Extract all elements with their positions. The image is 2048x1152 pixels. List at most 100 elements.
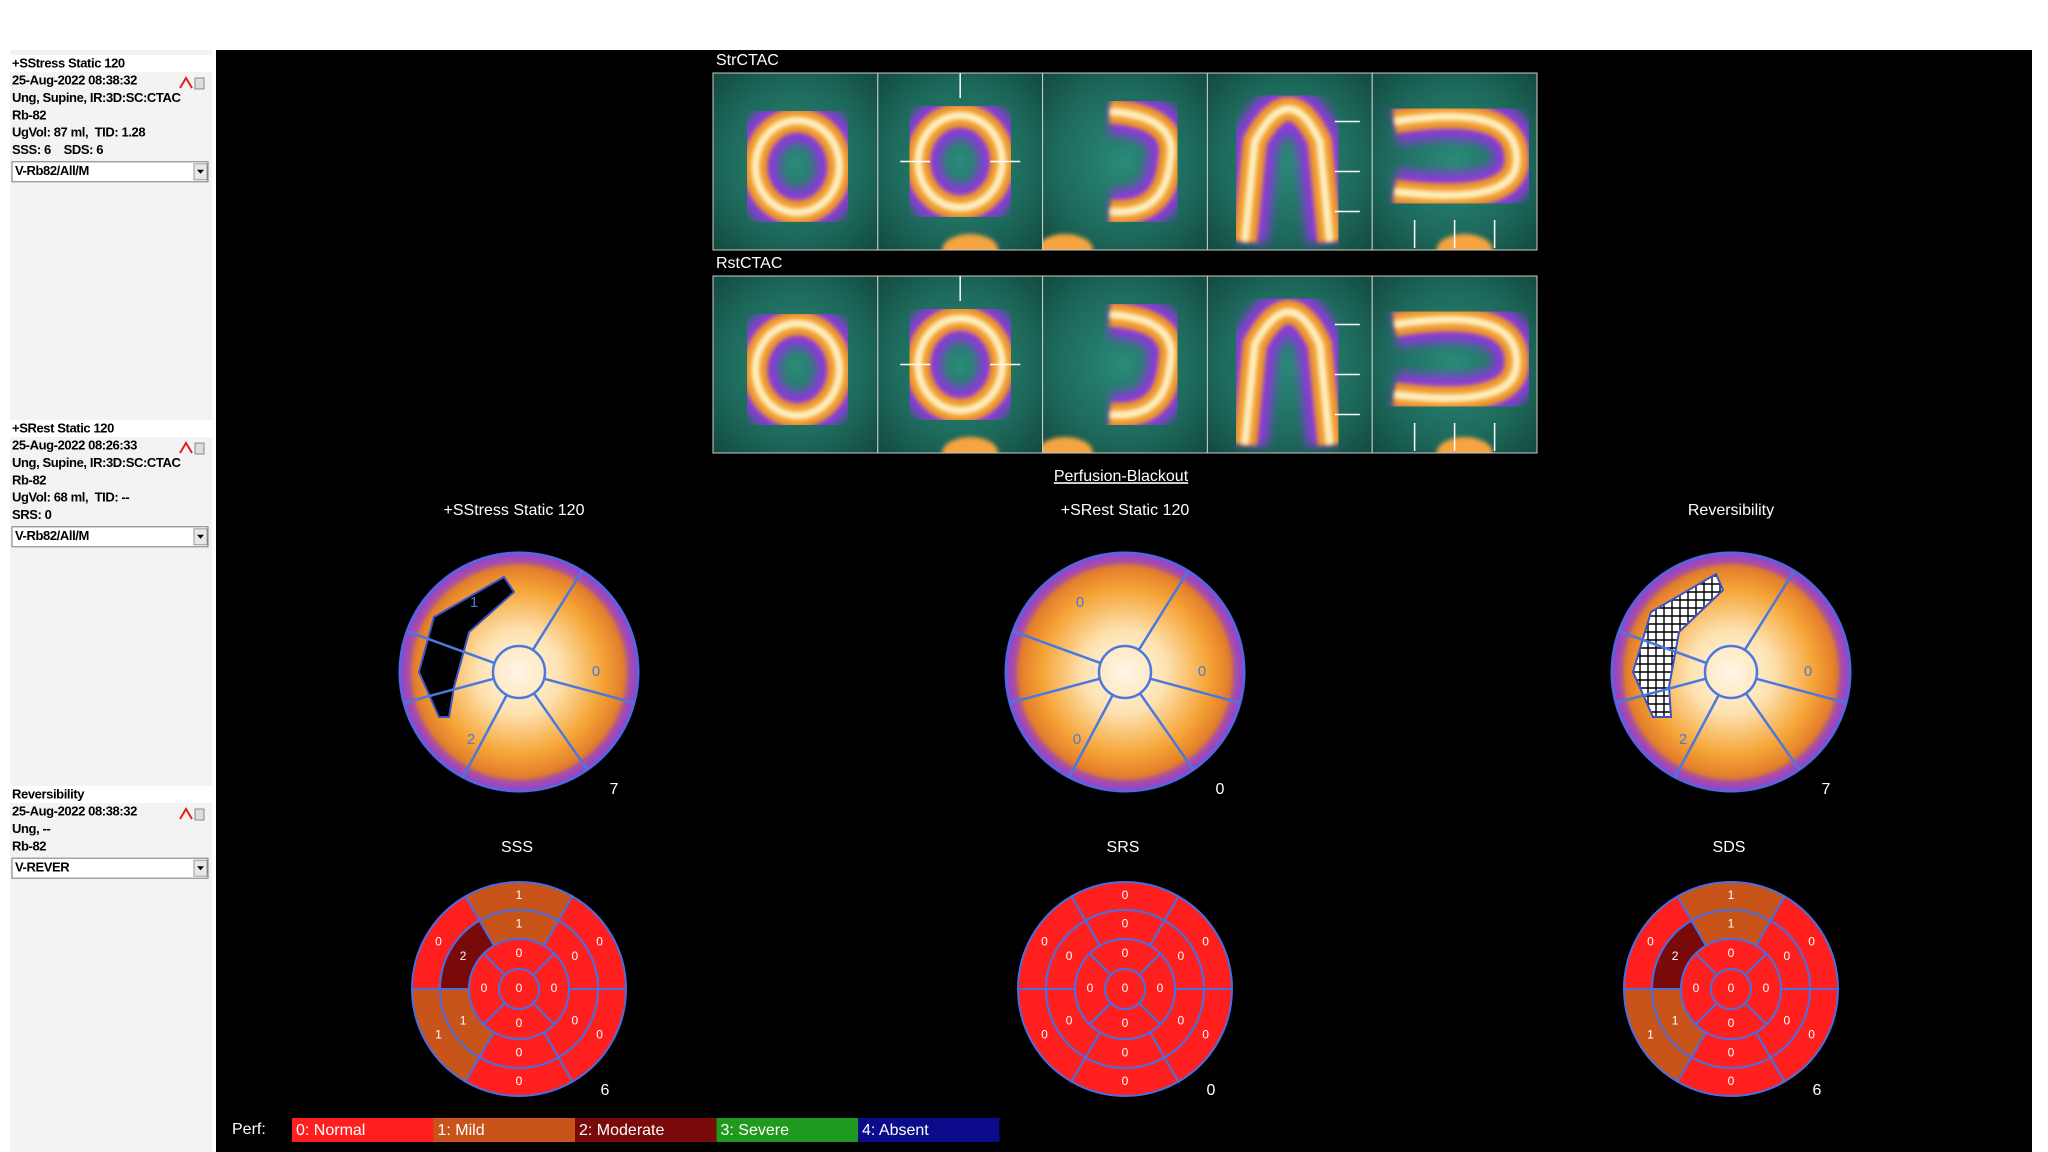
segment-score: 0	[1808, 935, 1815, 949]
segment-score: 0	[1041, 1028, 1048, 1042]
polar-total: 7	[610, 781, 619, 798]
left-panel	[10, 50, 212, 1152]
legend-text: 2: Moderate	[579, 1122, 664, 1139]
segment-score: 0	[516, 981, 523, 995]
segment-score: 0	[1808, 1028, 1815, 1042]
legend-swatch	[292, 1118, 434, 1142]
score-total: 6	[1813, 1082, 1822, 1099]
region-score: 0	[1198, 663, 1206, 680]
tomo-slice	[1371, 72, 1538, 251]
legend-text: 3: Severe	[721, 1122, 790, 1139]
study-info: Ung, Supine, IR:3D:SC:CTAC	[12, 90, 181, 105]
segment	[1104, 968, 1146, 1010]
study-info: UgVol: 68 ml, TID: --	[12, 490, 129, 505]
segment-score: 0	[1728, 1016, 1735, 1030]
liver	[942, 234, 999, 250]
dropdown-arrow	[197, 866, 204, 871]
segment-score: 0	[1647, 935, 1654, 949]
segment-score: 0	[1784, 949, 1791, 963]
liver	[1436, 437, 1493, 453]
legend-swatch	[716, 1118, 858, 1142]
segment-score: 0	[1728, 946, 1735, 960]
slice-content	[877, 73, 1043, 250]
segment-score: 1	[1672, 1013, 1679, 1027]
wall-core	[1109, 310, 1176, 419]
legend-text: 0: Normal	[296, 1122, 365, 1139]
segment-score: 1	[1728, 888, 1735, 902]
polar-rim	[1007, 554, 1243, 790]
polar-rim	[401, 554, 637, 790]
region-line	[1615, 677, 1707, 705]
polar-map: 1 0 2	[398, 551, 640, 793]
wall-core	[1109, 107, 1176, 216]
segment-score: 1	[1728, 917, 1735, 931]
dropdown[interactable]	[11, 526, 209, 548]
polar-total: 0	[1216, 781, 1225, 798]
study-info: SRS: 0	[12, 507, 52, 522]
wall-core	[751, 116, 844, 217]
clipboard-icon[interactable]	[194, 442, 205, 455]
segment-score: 0	[1122, 917, 1129, 931]
edit-icon	[179, 76, 193, 89]
segment-score: 0	[1763, 981, 1770, 995]
segment-score: 0	[1087, 981, 1094, 995]
slice-content	[713, 73, 878, 250]
segment-score: 0	[1122, 1016, 1129, 1030]
region-line	[1012, 630, 1101, 665]
region-score: 2	[467, 731, 475, 748]
region-line	[406, 630, 495, 665]
dropdown-value[interactable]: V-Rb82/All/M	[15, 163, 89, 178]
liver	[1042, 437, 1093, 453]
clipboard-icon[interactable]	[194, 808, 205, 821]
reversible-region	[1631, 572, 1725, 718]
segment-score: 0	[516, 946, 523, 960]
wall-core	[751, 319, 844, 420]
slice-content	[713, 276, 878, 453]
study-info: Ung, --	[12, 821, 50, 836]
dropdown[interactable]	[11, 161, 209, 183]
legend-text: 1: Mild	[438, 1122, 485, 1139]
tomo-slice	[1206, 275, 1373, 454]
tomo-slice	[712, 72, 879, 251]
slice-content	[1207, 73, 1373, 250]
segment-score: 0	[1178, 949, 1185, 963]
segment-score: 0	[1041, 935, 1048, 949]
segment-score: 0	[1728, 1046, 1735, 1060]
dropdown-value[interactable]: V-REVER	[15, 860, 71, 875]
study-header	[10, 55, 212, 72]
region-line	[1744, 692, 1801, 771]
study-info: +SRest Static 120	[12, 420, 114, 435]
segment-score: 0	[1157, 981, 1164, 995]
clipboard-icon[interactable]	[194, 77, 205, 90]
score-title: SDS	[1713, 839, 1746, 856]
row-label: RstCTAC	[716, 255, 782, 272]
wall-core	[1393, 315, 1521, 403]
segment-score: 2	[1672, 949, 1679, 963]
row-label: StrCTAC	[716, 52, 779, 69]
region-line	[462, 694, 508, 778]
segment-score: 0	[1122, 1074, 1129, 1088]
study-info: SSS: 6 SDS: 6	[12, 142, 103, 157]
region-score: 1	[470, 594, 478, 611]
view-title[interactable]: Perfusion-Blackout	[1054, 468, 1189, 485]
polar-total: 7	[1822, 781, 1831, 798]
segment-score: 0	[596, 1028, 603, 1042]
segment-score: 0	[1784, 1013, 1791, 1027]
bullseye: 1 0 1 0 0 0 1 2 1 0 0 0 0 0 0 0 0	[410, 881, 628, 1097]
legend-text: 4: Absent	[862, 1122, 929, 1139]
dropdown[interactable]	[11, 857, 209, 879]
polar-title: Reversibility	[1688, 502, 1774, 519]
region-line	[543, 677, 635, 705]
study-info: Ung, Supine, IR:3D:SC:CTAC	[12, 455, 181, 470]
slice-content	[1372, 276, 1537, 453]
liver	[1436, 234, 1493, 250]
slice-content	[1372, 73, 1537, 250]
dropdown-value[interactable]: V-Rb82/All/M	[15, 528, 89, 543]
liver	[942, 437, 999, 453]
polar-rim	[1613, 554, 1849, 790]
tomo-slice	[1042, 275, 1208, 454]
tomo-slice	[877, 72, 1044, 251]
legend-label: Perf:	[232, 1121, 266, 1138]
study-info: UgVol: 87 ml, TID: 1.28	[12, 125, 145, 140]
